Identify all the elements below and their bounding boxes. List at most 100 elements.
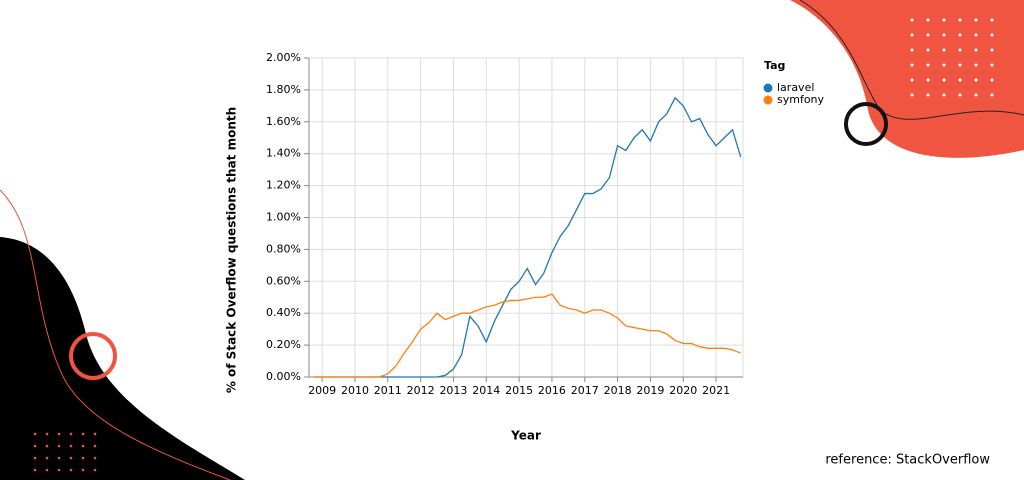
legend-symbol: [763, 83, 773, 93]
dot: [958, 33, 962, 37]
dot: [45, 456, 49, 460]
dot: [93, 468, 97, 472]
dot: [93, 444, 97, 448]
x-tick-label: 2011: [374, 384, 402, 397]
legend-symbol: [763, 95, 773, 105]
x-axis-label: Year: [510, 429, 541, 443]
dot: [926, 33, 930, 37]
black-blob: [0, 237, 245, 480]
dot: [910, 78, 914, 82]
dot-grid: [33, 432, 97, 472]
red-blob: [790, 0, 1024, 158]
thin-curve: [0, 189, 231, 480]
dot: [81, 468, 85, 472]
dot: [942, 33, 946, 37]
ring: [844, 102, 888, 146]
dot: [33, 468, 37, 472]
x-tick-label: 2015: [505, 384, 533, 397]
dot: [45, 468, 49, 472]
dot: [57, 456, 61, 460]
dot: [33, 444, 37, 448]
x-tick-label: 2017: [571, 384, 599, 397]
y-tick-label: 0.60%: [266, 274, 301, 287]
y-tick-label: 1.20%: [266, 179, 301, 192]
dot: [942, 18, 946, 22]
dot: [33, 432, 37, 436]
dot: [958, 78, 962, 82]
legend-label: symfony: [777, 93, 825, 106]
dot: [974, 78, 978, 82]
legend-label: laravel: [777, 81, 814, 94]
dot: [974, 93, 978, 97]
dot: [69, 444, 73, 448]
x-tick-label: 2016: [538, 384, 566, 397]
dot: [57, 468, 61, 472]
x-tick-label: 2010: [341, 384, 369, 397]
x-tick-label: 2018: [604, 384, 632, 397]
dot: [974, 48, 978, 52]
dot: [958, 93, 962, 97]
dot: [910, 33, 914, 37]
dot: [926, 78, 930, 82]
dot: [93, 432, 97, 436]
dot: [942, 48, 946, 52]
dot: [81, 444, 85, 448]
x-tick-label: 2009: [308, 384, 336, 397]
dot: [926, 63, 930, 67]
dot: [910, 18, 914, 22]
x-tick-label: 2013: [439, 384, 467, 397]
reference: reference: StackOverflow: [825, 453, 990, 468]
dot: [990, 18, 994, 22]
legend-title: Tag: [764, 59, 785, 72]
y-axis-label: % of Stack Overflow questions that month: [225, 107, 239, 393]
dot: [958, 18, 962, 22]
dot: [942, 63, 946, 67]
x-tick-label: 2014: [472, 384, 500, 397]
dot: [990, 48, 994, 52]
y-tick-label: 0.20%: [266, 338, 301, 351]
dot: [974, 18, 978, 22]
x-tick-label: 2020: [669, 384, 697, 397]
dot: [69, 468, 73, 472]
y-tick-label: 1.60%: [266, 115, 301, 128]
x-tick-label: 2019: [636, 384, 664, 397]
dot: [942, 78, 946, 82]
x-tick-label: 2021: [702, 384, 730, 397]
y-tick-label: 1.80%: [266, 83, 301, 96]
dot: [910, 48, 914, 52]
dot: [93, 456, 97, 460]
ring: [69, 332, 117, 380]
dot: [926, 18, 930, 22]
y-tick-label: 0.80%: [266, 242, 301, 255]
dot: [69, 456, 73, 460]
dot: [45, 432, 49, 436]
dot: [81, 456, 85, 460]
dot: [926, 93, 930, 97]
line-series: [313, 96, 742, 378]
dot: [910, 93, 914, 97]
dot: [57, 432, 61, 436]
dot: [958, 63, 962, 67]
dot: [990, 63, 994, 67]
dot: [990, 93, 994, 97]
dot-grid: [910, 18, 994, 97]
dot: [57, 444, 61, 448]
x-tick-label: 2012: [407, 384, 435, 397]
dot: [910, 63, 914, 67]
y-tick-label: 0.40%: [266, 306, 301, 319]
dot: [33, 456, 37, 460]
dot: [942, 93, 946, 97]
y-tick-label: 2.00%: [266, 51, 301, 64]
y-tick-label: 1.00%: [266, 211, 301, 224]
y-tick-label: 0.00%: [266, 370, 301, 383]
dot: [81, 432, 85, 436]
line-series: [313, 293, 741, 378]
y-tick-label: 1.40%: [266, 147, 301, 160]
dot: [990, 33, 994, 37]
dot: [45, 444, 49, 448]
dot: [69, 432, 73, 436]
dot: [974, 63, 978, 67]
dot: [990, 78, 994, 82]
